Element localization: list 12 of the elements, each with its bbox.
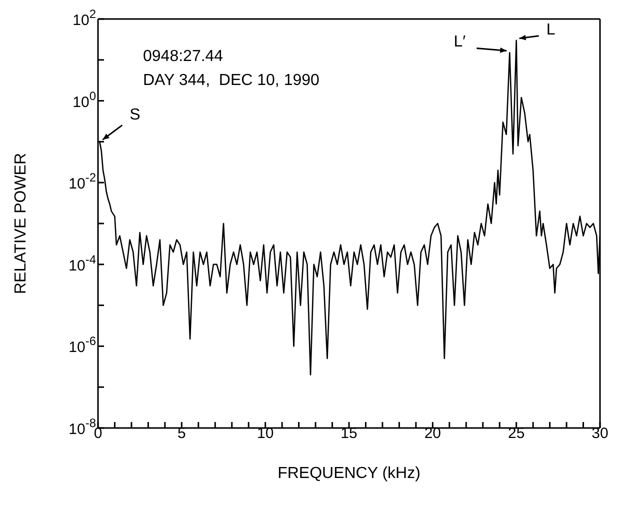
annotation: L′ xyxy=(454,34,466,51)
y-tick-label: 10$^{-4}$ xyxy=(68,252,96,274)
y-tick-label: 10$^{-2}$ xyxy=(68,170,96,193)
y-tick-label: 10$^{2}$ xyxy=(72,7,96,29)
y-tick-label: 10$^{-6}$ xyxy=(68,334,96,356)
annotation: 0948:27.44 xyxy=(143,48,224,66)
x-axis-title: FREQUENCY (kHz) xyxy=(278,465,420,482)
annotation: S xyxy=(130,106,140,124)
annotation: DAY 344, DEC 10, 1990 xyxy=(143,72,320,90)
y-tick-label: 10$^{0}$ xyxy=(72,88,96,111)
y-axis-title: RELATIVE POWER xyxy=(12,152,30,294)
annotation: L xyxy=(546,21,556,38)
